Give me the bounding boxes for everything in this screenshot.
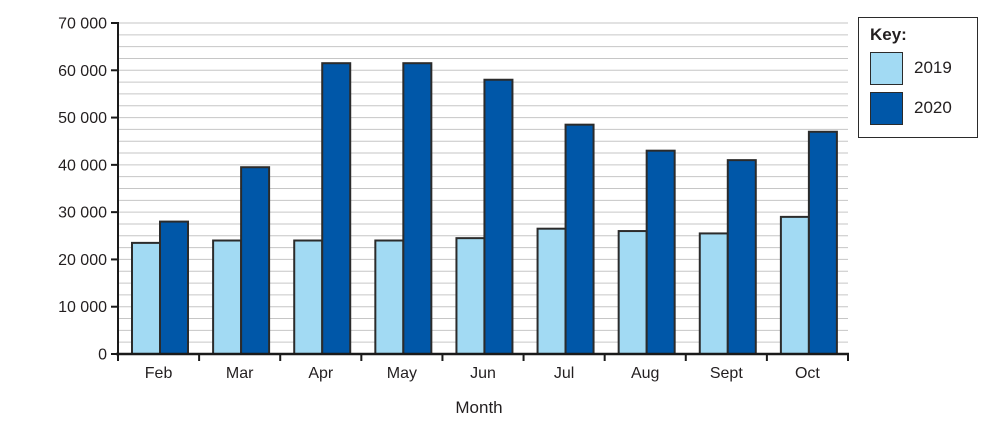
y-tick-label: 20 000 — [58, 252, 107, 269]
x-tick-label-jun: Jun — [470, 365, 496, 382]
legend-label-2020: 2020 — [914, 98, 952, 118]
y-tick-label: 0 — [98, 347, 107, 364]
x-tick-label-aug: Aug — [631, 365, 659, 382]
x-tick-label-may: May — [387, 365, 417, 382]
y-tick-label: 70 000 — [58, 16, 107, 33]
x-tick-label-apr: Apr — [308, 365, 334, 382]
legend-swatch-2019 — [870, 51, 903, 85]
bar-2019-jun — [455, 237, 486, 355]
y-tick-label: 10 000 — [58, 299, 107, 316]
bar-2020-may — [402, 62, 433, 355]
legend-label-2019: 2019 — [914, 58, 952, 78]
y-tick-label: 50 000 — [58, 110, 107, 127]
y-tick-label: 40 000 — [58, 157, 107, 174]
y-tick-label: 30 000 — [58, 205, 107, 222]
legend-item-2020: 2020 — [870, 91, 977, 125]
x-tick-label-mar: Mar — [226, 365, 254, 382]
bar-2020-oct — [807, 130, 838, 355]
y-tick-label: 60 000 — [58, 63, 107, 80]
bar-2020-jul — [564, 123, 595, 355]
legend-swatch-2020 — [870, 91, 903, 125]
bar-2019-feb — [131, 241, 161, 355]
bar-2019-apr — [293, 239, 324, 355]
bar-2019-mar — [212, 239, 243, 355]
bar-2019-may — [374, 239, 405, 355]
bar-2019-jul — [536, 227, 567, 355]
bar-2019-oct — [779, 215, 810, 355]
bar-2020-aug — [645, 149, 676, 355]
x-tick-label-oct: Oct — [795, 365, 820, 382]
x-tick-label-jul: Jul — [554, 365, 574, 382]
bar-2020-mar — [240, 166, 271, 355]
legend-title: Key: — [870, 25, 907, 44]
x-tick-label-sept: Sept — [710, 365, 743, 382]
bar-2020-jun — [483, 78, 514, 355]
bar-2019-aug — [617, 230, 648, 355]
legend: Key: 2019 2020 — [858, 17, 978, 138]
bar-2020-apr — [321, 62, 352, 355]
x-axis-title: Month — [455, 398, 502, 417]
bar-2020-feb — [159, 220, 189, 355]
legend-item-2019: 2019 — [870, 51, 977, 85]
x-tick-label-feb: Feb — [145, 365, 173, 382]
bar-2019-sept — [698, 232, 729, 356]
bar-2020-sept — [726, 159, 757, 355]
